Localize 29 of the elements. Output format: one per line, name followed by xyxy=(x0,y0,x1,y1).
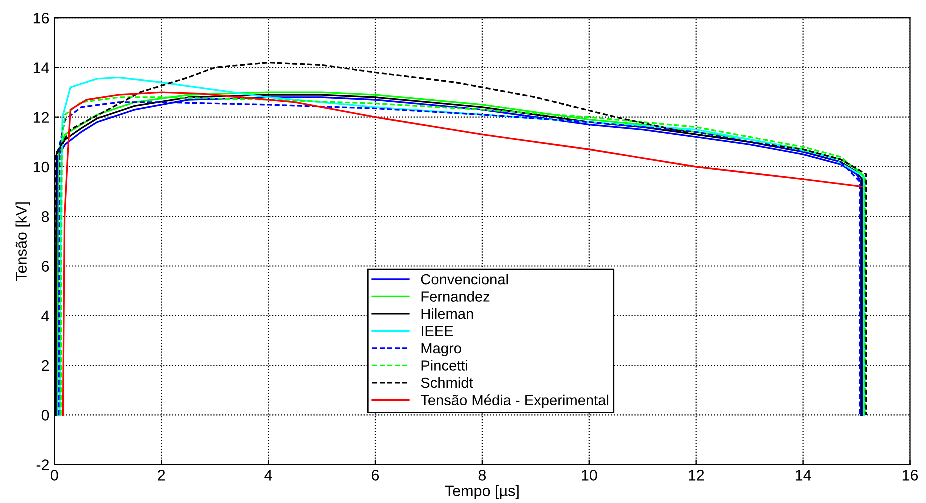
x-tick-label: 4 xyxy=(264,470,272,481)
y-tick-label: 4 xyxy=(42,310,50,322)
y-tick-label: 10 xyxy=(34,162,50,173)
y-tick-label: 16 xyxy=(34,12,50,24)
legend-label: Pincetti xyxy=(422,360,468,371)
legend-label: IEEE xyxy=(422,326,454,336)
x-axis-title: Tempo [µs] xyxy=(445,485,519,500)
y-tick-label: 0 xyxy=(42,410,50,421)
x-tick-label: 2 xyxy=(158,470,166,481)
x-tick-label: 10 xyxy=(582,470,598,481)
legend-label: Convencional xyxy=(421,274,508,285)
y-tick-label: 8 xyxy=(42,211,50,222)
y-tick-label: -2 xyxy=(36,460,50,470)
y-tick-label: 6 xyxy=(42,261,50,272)
x-tick-label: 16 xyxy=(902,470,918,481)
x-tick-label: 12 xyxy=(689,470,704,481)
y-tick-label: 2 xyxy=(42,360,50,372)
x-tick-label: 14 xyxy=(796,470,812,481)
legend-label: Magro xyxy=(422,343,462,357)
y-tick-label: 14 xyxy=(34,62,50,74)
legend-label: Fernandez xyxy=(422,291,490,302)
x-tick-label: 0 xyxy=(50,470,58,481)
legend-label: Schmidt xyxy=(421,377,474,388)
legend-label: Tensão Média - Experimental xyxy=(420,394,609,408)
x-tick-label: 6 xyxy=(372,470,380,481)
x-tick-label: 8 xyxy=(478,470,486,481)
y-axis-title: Tensão [kV] xyxy=(16,202,30,282)
legend-label: Hileman xyxy=(422,308,474,320)
y-tick-label: 12 xyxy=(34,112,50,123)
